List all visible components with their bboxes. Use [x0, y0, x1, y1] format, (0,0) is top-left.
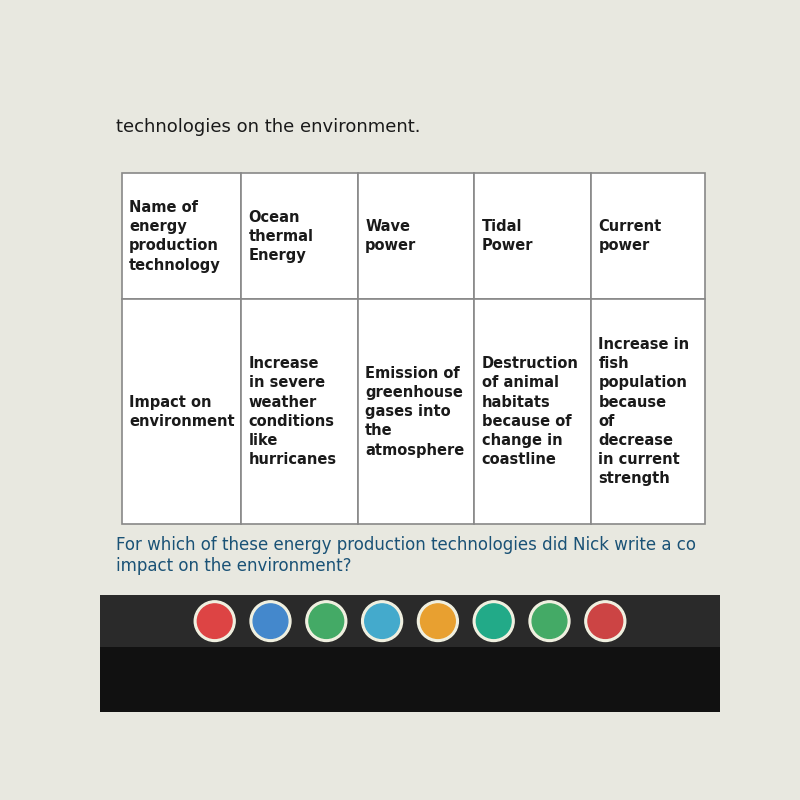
Bar — [474, 173, 591, 299]
Bar — [100, 595, 720, 647]
Bar — [591, 173, 705, 299]
Circle shape — [474, 601, 514, 642]
Circle shape — [309, 604, 344, 638]
Circle shape — [588, 604, 622, 638]
Circle shape — [418, 601, 458, 642]
Text: Wave
power: Wave power — [365, 219, 417, 254]
Circle shape — [421, 604, 455, 638]
Text: Current
power: Current power — [598, 219, 662, 254]
Text: Tidal
Power: Tidal Power — [482, 219, 534, 254]
Circle shape — [529, 601, 570, 642]
Bar — [474, 299, 591, 524]
Text: Emission of
greenhouse
gases into
the
atmosphere: Emission of greenhouse gases into the at… — [365, 366, 465, 458]
Text: Impact on
environment: Impact on environment — [129, 394, 234, 429]
Circle shape — [585, 601, 626, 642]
Circle shape — [250, 601, 291, 642]
Bar — [122, 299, 241, 524]
Bar — [358, 173, 474, 299]
Text: Name of
energy
production
technology: Name of energy production technology — [129, 200, 221, 273]
Circle shape — [476, 604, 511, 638]
Text: Increase
in severe
weather
conditions
like
hurricanes: Increase in severe weather conditions li… — [249, 356, 337, 467]
Circle shape — [532, 604, 567, 638]
Circle shape — [253, 604, 288, 638]
Bar — [122, 173, 241, 299]
Bar — [591, 299, 705, 524]
Circle shape — [362, 601, 402, 642]
Text: Ocean
thermal
Energy: Ocean thermal Energy — [249, 210, 314, 263]
Bar — [358, 299, 474, 524]
Text: Increase in
fish
population
because
of
decrease
in current
strength: Increase in fish population because of d… — [598, 337, 690, 486]
Circle shape — [198, 604, 232, 638]
Bar — [241, 173, 358, 299]
Circle shape — [306, 601, 346, 642]
Text: Destruction
of animal
habitats
because of
change in
coastline: Destruction of animal habitats because o… — [482, 356, 578, 467]
Text: technologies on the environment.: technologies on the environment. — [115, 118, 420, 135]
Circle shape — [194, 601, 235, 642]
Circle shape — [365, 604, 399, 638]
Bar — [100, 647, 720, 712]
Bar — [241, 299, 358, 524]
Text: For which of these energy production technologies did Nick write a co
impact on : For which of these energy production tec… — [115, 537, 695, 575]
